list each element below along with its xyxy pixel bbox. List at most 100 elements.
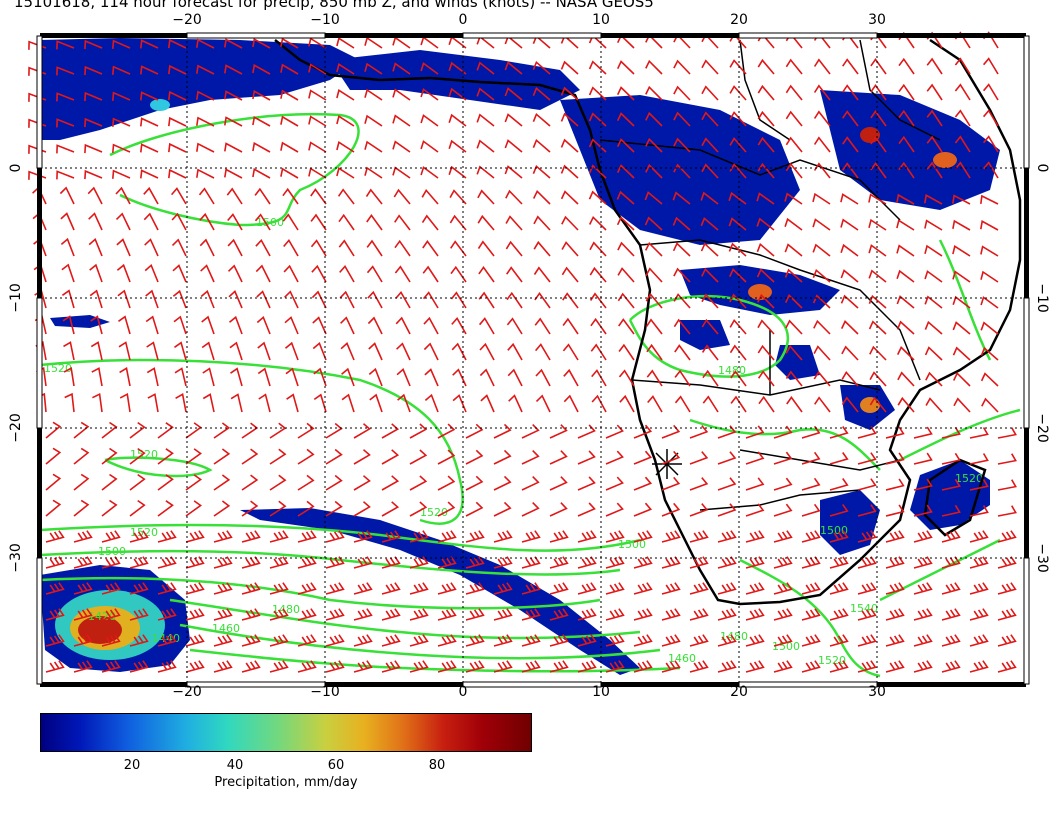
contour-1520-small [104, 456, 213, 478]
wind-barb [842, 136, 859, 153]
wind-barb [954, 109, 971, 127]
wind-barb [325, 448, 343, 465]
wind-barb [493, 501, 512, 517]
wind-barb [773, 530, 793, 543]
wind-barb [645, 59, 663, 75]
wind-barb [913, 426, 933, 439]
wind-barb [364, 140, 383, 153]
contour-label: 1500 [256, 216, 284, 229]
wind-barb [230, 367, 243, 387]
wind-barb [437, 449, 456, 465]
wind-barb [505, 240, 523, 257]
wind-barb [926, 83, 943, 101]
wind-barb [857, 504, 877, 517]
wind-barb [980, 321, 999, 335]
wind-barb [784, 243, 803, 257]
wind-barb [785, 136, 803, 153]
wind-barb [381, 449, 400, 465]
contour-label: 1520 [818, 654, 846, 667]
wind-barb [701, 318, 719, 335]
wind-barb [605, 530, 625, 543]
wind-barb [589, 292, 607, 309]
wind-barb [842, 162, 859, 179]
wind-barb [829, 660, 849, 673]
wind-barb [616, 190, 635, 205]
wind-barb [297, 530, 317, 543]
wind-barb [728, 191, 747, 205]
wind-barb [577, 582, 597, 595]
wind-barb [479, 342, 495, 361]
wind-barb [241, 660, 261, 673]
wind-barb [756, 268, 775, 283]
wind-barb [618, 343, 635, 361]
wind-barb [477, 189, 495, 205]
wind-barb [672, 216, 691, 231]
wind-barb [801, 582, 821, 595]
wind-barb [450, 240, 467, 257]
wind-barb [969, 505, 989, 517]
wind-barb [504, 87, 523, 101]
contour-label: 1480 [720, 630, 748, 643]
wind-barb [254, 187, 271, 205]
wind-barb [101, 634, 121, 647]
wind-barb [633, 450, 653, 465]
wind-barb [409, 582, 429, 595]
wind-barb [73, 582, 93, 595]
lat-label-right: −10 [1034, 283, 1050, 313]
wind-barb [341, 367, 355, 387]
wind-barb [87, 186, 103, 205]
wind-barb [353, 582, 373, 595]
wind-barb [633, 634, 653, 647]
wind-barb [280, 167, 299, 179]
wind-barb [213, 474, 231, 491]
wind-barb [980, 270, 999, 283]
wind-barb [340, 342, 355, 361]
wind-barb [269, 660, 289, 673]
wind-barb [717, 660, 737, 673]
wind-barb [185, 582, 205, 595]
wind-barb [813, 58, 831, 75]
wind-barb [367, 290, 383, 309]
wind-barb [129, 660, 149, 673]
precip-area-congo [560, 95, 800, 245]
wind-barb [59, 186, 75, 205]
wind-barb [689, 660, 709, 673]
wind-barb [913, 608, 933, 621]
lat-label-left: −20 [8, 413, 24, 443]
wind-barb [84, 91, 103, 102]
wind-barb [813, 345, 831, 361]
wind-barb [452, 394, 467, 413]
wind-barb [857, 634, 877, 647]
wind-barb [437, 634, 457, 647]
wind-barb [532, 138, 551, 153]
wind-barb [577, 424, 596, 439]
wind-barb [841, 371, 859, 387]
wind-barb [448, 87, 467, 101]
wind-barb [745, 425, 765, 439]
wind-barb [730, 395, 747, 413]
wind-barb [885, 556, 905, 569]
coastline-africa [274, 38, 1022, 606]
colorbar-tick: 60 [327, 758, 345, 773]
wind-barb [115, 186, 131, 205]
wind-barb [745, 634, 765, 647]
wind-barb [560, 86, 579, 101]
wind-barb [829, 504, 849, 517]
wind-barb [297, 474, 315, 491]
wind-barb [61, 263, 75, 283]
wind-barb [112, 65, 131, 75]
wind-barb [924, 194, 943, 205]
wind-barb [616, 164, 635, 179]
wind-barb [143, 186, 159, 205]
wind-barb [786, 396, 803, 413]
wind-barb [505, 215, 523, 231]
wind-barb [645, 85, 663, 101]
wind-barb [954, 161, 971, 179]
wind-barb [145, 315, 159, 335]
wind-barb [885, 504, 905, 517]
wind-barb [829, 582, 849, 595]
wind-barb [168, 90, 187, 101]
wind-barb [325, 474, 343, 491]
wind-barb [549, 556, 569, 569]
wind-barb [269, 474, 287, 491]
